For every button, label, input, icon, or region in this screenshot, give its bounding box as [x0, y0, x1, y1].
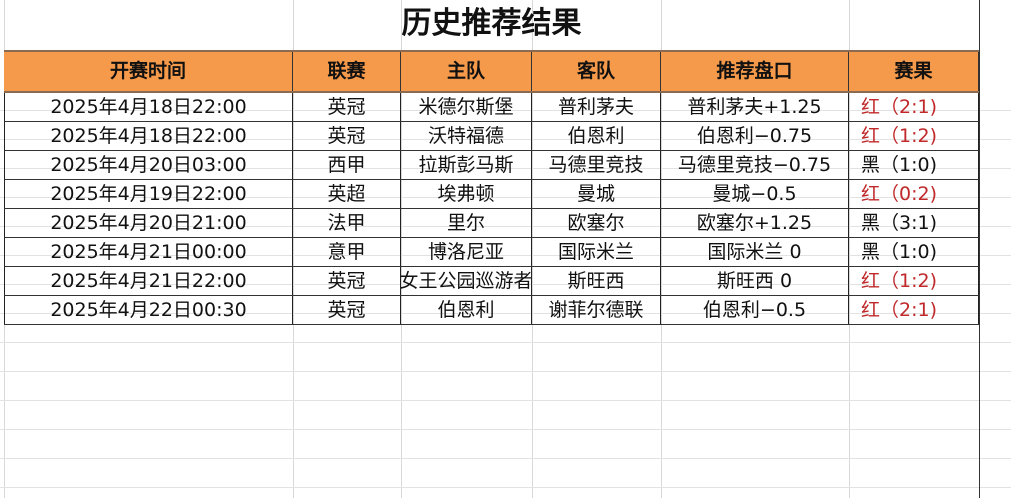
home-team-cell[interactable]: 博洛尼亚 — [401, 238, 532, 266]
grid-column-line — [661, 0, 662, 498]
league-cell[interactable]: 英冠 — [293, 93, 401, 121]
match-result-cell[interactable]: 黑（3:1) — [849, 209, 979, 237]
match-result-cell[interactable]: 红（2:1) — [849, 93, 979, 121]
league-cell[interactable]: 意甲 — [293, 238, 401, 266]
home-team-cell[interactable]: 女王公园巡游者 — [401, 267, 532, 295]
table-row: 2025年4月21日00:00 意甲 博洛尼亚 国际米兰 国际米兰 0 黑（1:0) — [4, 238, 979, 267]
away-team-cell[interactable]: 普利茅夫 — [532, 93, 661, 121]
grid-row-line — [0, 458, 1011, 459]
home-team-cell[interactable]: 伯恩利 — [401, 296, 532, 324]
table-right-border — [979, 0, 980, 498]
grid-row-line — [0, 284, 1011, 285]
grid-column-line — [849, 0, 850, 498]
home-team-text: 拉斯彭马斯 — [418, 154, 514, 176]
match-result-cell[interactable]: 红（1:2) — [849, 267, 979, 295]
recommended-line-cell[interactable]: 欧塞尔+1.25 — [661, 209, 849, 237]
home-team-cell[interactable]: 米德尔斯堡 — [401, 93, 532, 121]
kickoff-time-cell[interactable]: 2025年4月20日03:00 — [4, 151, 293, 179]
recommended-line-cell[interactable]: 国际米兰 0 — [661, 238, 849, 266]
recommended-line-cell[interactable]: 伯恩利−0.5 — [661, 296, 849, 324]
home-team-text: 沃特福德 — [427, 125, 504, 147]
kickoff-time-cell[interactable]: 2025年4月19日22:00 — [4, 180, 293, 208]
header-kickoff-time[interactable]: 开赛时间 — [4, 52, 293, 91]
away-team-cell[interactable]: 斯旺西 — [532, 267, 661, 295]
league-cell[interactable]: 英超 — [293, 180, 401, 208]
match-result-cell[interactable]: 黑（1:0) — [849, 151, 979, 179]
table-row: 2025年4月19日22:00 英超 埃弗顿 曼城 曼城−0.5 红（0:2) — [4, 180, 979, 209]
grid-column-line — [532, 0, 533, 498]
home-team-text: 埃弗顿 — [437, 183, 495, 205]
header-away-team[interactable]: 客队 — [532, 52, 661, 91]
table-row: 2025年4月18日22:00 英冠 沃特福德 伯恩利 伯恩利−0.75 红（1:2) — [4, 122, 979, 151]
table-row: 2025年4月21日22:00 英冠 女王公园巡游者 斯旺西 斯旺西 0 红（1:2) — [4, 267, 979, 296]
page-title: 历史推荐结果 — [401, 6, 582, 41]
home-team-text: 伯恩利 — [437, 299, 495, 321]
away-team-cell[interactable]: 欧塞尔 — [532, 209, 661, 237]
home-team-text: 里尔 — [446, 212, 485, 234]
home-team-cell[interactable]: 里尔 — [401, 209, 532, 237]
table-row: 2025年4月22日00:30 英冠 伯恩利 谢菲尔德联 伯恩利−0.5 红（2:1) — [4, 296, 979, 325]
home-team-cell[interactable]: 沃特福德 — [401, 122, 532, 150]
header-league[interactable]: 联赛 — [293, 52, 401, 91]
kickoff-time-cell[interactable]: 2025年4月21日00:00 — [4, 238, 293, 266]
recommended-line-cell[interactable]: 斯旺西 0 — [661, 267, 849, 295]
league-cell[interactable]: 英冠 — [293, 267, 401, 295]
grid-row-line — [0, 168, 1011, 169]
grid-column-line — [293, 0, 294, 498]
league-cell[interactable]: 法甲 — [293, 209, 401, 237]
kickoff-time-cell[interactable]: 2025年4月18日22:00 — [4, 93, 293, 121]
grid-row-line — [0, 255, 1011, 256]
grid-row-line — [0, 400, 1011, 401]
kickoff-time-cell[interactable]: 2025年4月18日22:00 — [4, 122, 293, 150]
grid-row-line — [0, 371, 1011, 372]
match-result-cell[interactable]: 红（2:1) — [849, 296, 979, 324]
grid-row-line — [0, 226, 1011, 227]
kickoff-time-cell[interactable]: 2025年4月21日22:00 — [4, 267, 293, 295]
header-match-result[interactable]: 赛果 — [849, 52, 979, 91]
league-cell[interactable]: 英冠 — [293, 122, 401, 150]
away-team-cell[interactable]: 马德里竞技 — [532, 151, 661, 179]
away-team-cell[interactable]: 谢菲尔德联 — [532, 296, 661, 324]
table-row: 2025年4月20日21:00 法甲 里尔 欧塞尔 欧塞尔+1.25 黑（3:1) — [4, 209, 979, 238]
table-row: 2025年4月18日22:00 英冠 米德尔斯堡 普利茅夫 普利茅夫+1.25 红（2:1… — [4, 93, 979, 122]
table-row: 2025年4月20日03:00 西甲 拉斯彭马斯 马德里竞技 马德里竞技−0.75 黑（1… — [4, 151, 979, 180]
recommended-line-cell[interactable]: 曼城−0.5 — [661, 180, 849, 208]
table-header: 开赛时间 联赛 主队 客队 推荐盘口 赛果 — [4, 50, 979, 93]
recommended-line-cell[interactable]: 普利茅夫+1.25 — [661, 93, 849, 121]
header-home-team[interactable]: 主队 — [401, 52, 532, 91]
home-team-cell[interactable]: 拉斯彭马斯 — [401, 151, 532, 179]
away-team-cell[interactable]: 国际米兰 — [532, 238, 661, 266]
grid-row-line — [0, 342, 1011, 343]
grid-row-line — [0, 313, 1011, 314]
grid-row-line — [0, 110, 1011, 111]
recommended-line-cell[interactable]: 伯恩利−0.75 — [661, 122, 849, 150]
home-team-text: 女王公园巡游者 — [401, 270, 532, 292]
league-cell[interactable]: 英冠 — [293, 296, 401, 324]
grid-row-line — [0, 139, 1011, 140]
home-team-text: 米德尔斯堡 — [418, 96, 514, 118]
league-cell[interactable]: 西甲 — [293, 151, 401, 179]
home-team-cell[interactable]: 埃弗顿 — [401, 180, 532, 208]
away-team-cell[interactable]: 曼城 — [532, 180, 661, 208]
recommended-line-cell[interactable]: 马德里竞技−0.75 — [661, 151, 849, 179]
grid-column-line — [401, 0, 402, 498]
match-result-cell[interactable]: 红（0:2) — [849, 180, 979, 208]
home-team-text: 博洛尼亚 — [427, 241, 504, 263]
match-result-cell[interactable]: 黑（1:0) — [849, 238, 979, 266]
grid-row-line — [0, 487, 1011, 488]
kickoff-time-cell[interactable]: 2025年4月20日21:00 — [4, 209, 293, 237]
header-recommended-line[interactable]: 推荐盘口 — [661, 52, 849, 91]
away-team-cell[interactable]: 伯恩利 — [532, 122, 661, 150]
grid-row-line — [0, 197, 1011, 198]
match-result-cell[interactable]: 红（1:2) — [849, 122, 979, 150]
grid-row-line — [0, 429, 1011, 430]
kickoff-time-cell[interactable]: 2025年4月22日00:30 — [4, 296, 293, 324]
